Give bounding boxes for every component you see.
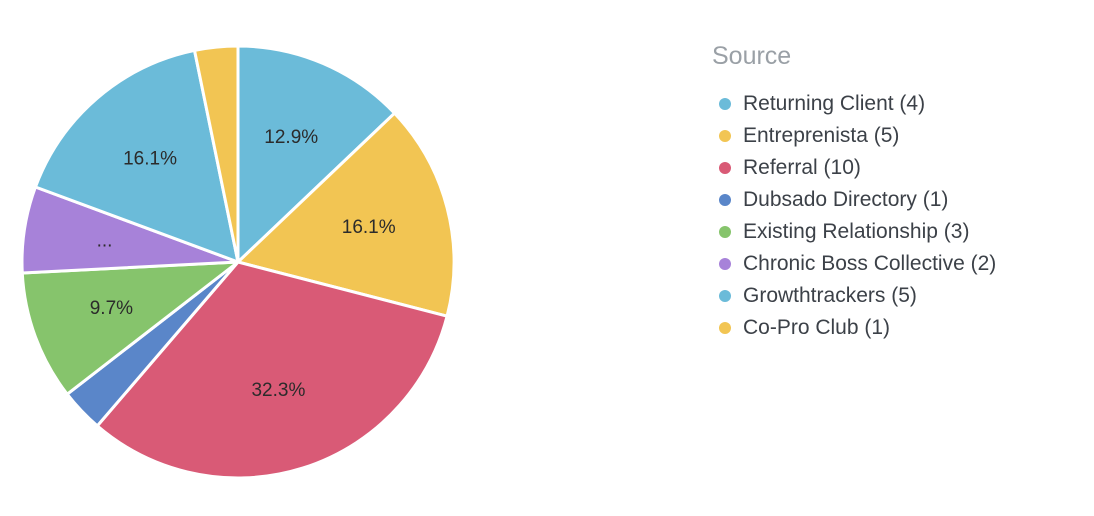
legend-swatch-icon (719, 226, 731, 238)
pie-slice-4[interactable] (20, 260, 240, 396)
pie-slice-0[interactable] (236, 44, 397, 264)
pie-slice-label-4: 9.7% (90, 298, 133, 319)
legend-item-7[interactable]: Co-Pro Club (1) (712, 312, 1082, 344)
legend-item-1[interactable]: Entreprenista (5) (712, 120, 1082, 152)
legend-item-5[interactable]: Chronic Boss Collective (2) (712, 248, 1082, 280)
legend-item-6[interactable]: Growthtrackers (5) (712, 280, 1082, 312)
legend-label: Chronic Boss Collective (2) (743, 252, 997, 275)
legend-swatch-icon (719, 290, 731, 302)
pie-slice-6[interactable] (33, 48, 240, 264)
legend-item-3[interactable]: Dubsado Directory (1) (712, 184, 1082, 216)
legend-label: Existing Relationship (3) (743, 220, 970, 243)
legend-item-2[interactable]: Referral (10) (712, 152, 1082, 184)
legend-swatch-icon (719, 162, 731, 174)
pie-slice-label-0: 12.9% (264, 127, 318, 148)
pie-slice-1[interactable] (236, 111, 456, 318)
legend-items: Returning Client (4) Entreprenista (5) Ref… (712, 88, 1082, 344)
pie-plot-area: 12.9% 16.1% 32.3% 9.7%... 16.1% (20, 44, 456, 480)
pie-slice-7[interactable] (193, 44, 240, 264)
legend-swatch-icon (719, 322, 731, 334)
pie-slice-labels: 12.9% 16.1% 32.3% 9.7%... 16.1% (90, 127, 396, 401)
pie-slices (20, 44, 456, 480)
legend-swatch-icon (719, 258, 731, 270)
pie-slice-label-1: 16.1% (342, 217, 396, 238)
legend-label: Growthtrackers (5) (743, 284, 917, 307)
legend-title: Source (712, 42, 792, 70)
legend-label: Referral (10) (743, 156, 861, 179)
legend-swatch-icon (719, 194, 731, 206)
legend-swatch-icon (719, 130, 731, 142)
pie-slice-label-5: ... (97, 231, 113, 252)
legend-item-4[interactable]: Existing Relationship (3) (712, 216, 1082, 248)
legend-item-0[interactable]: Returning Client (4) (712, 88, 1082, 120)
pie-slice-2[interactable] (95, 260, 449, 480)
legend-label: Returning Client (4) (743, 92, 926, 115)
legend-swatch-icon (719, 98, 731, 110)
legend: Source Returning Client (4) Entreprenista… (712, 40, 1082, 344)
legend-label: Entreprenista (5) (743, 124, 900, 147)
pie-slice-label-2: 32.3% (251, 380, 305, 401)
legend-label: Dubsado Directory (1) (743, 188, 949, 211)
legend-label: Co-Pro Club (1) (743, 316, 891, 339)
pie-slice-label-6: 16.1% (123, 149, 177, 170)
